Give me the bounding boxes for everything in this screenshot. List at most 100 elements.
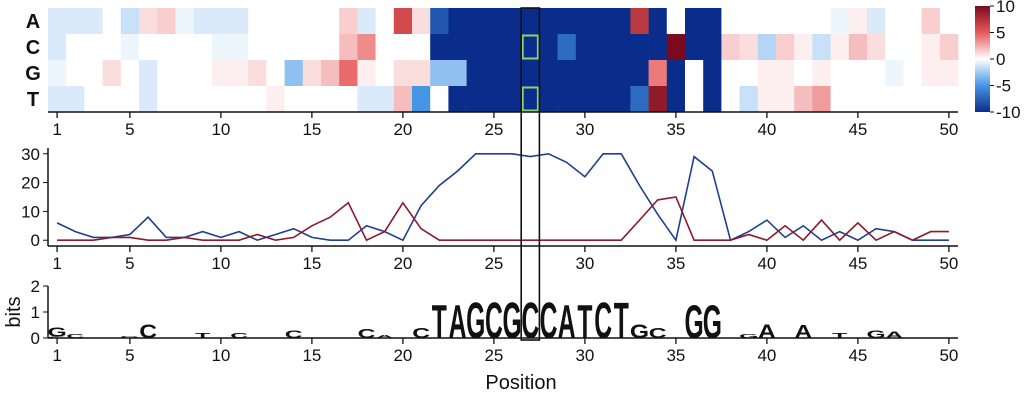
logo-letter: T	[832, 332, 847, 340]
y-tick-label: 0	[31, 231, 40, 250]
heatmap-cell	[539, 86, 558, 113]
heatmap-cell	[575, 34, 595, 61]
heatmap-cell	[776, 86, 795, 113]
heatmap-cell	[139, 60, 158, 87]
heatmap-cell	[266, 86, 285, 113]
heatmap-cell	[430, 86, 449, 113]
heatmap-cell	[557, 34, 577, 61]
heatmap-cell	[867, 34, 886, 61]
heatmap-cell	[66, 86, 85, 113]
heatmap-cell	[393, 34, 413, 61]
logo-letter: T	[195, 332, 210, 340]
heatmap-cell	[321, 86, 340, 113]
heatmap-cell	[721, 60, 740, 87]
heatmap-cell	[885, 8, 904, 35]
heatmap-cell	[794, 60, 813, 87]
logo-letter: A	[758, 320, 776, 342]
heatmap-cell	[612, 86, 631, 113]
heatmap-cell	[666, 8, 686, 35]
heatmap-cell	[175, 34, 194, 61]
heatmap-row-label: A	[26, 11, 40, 33]
heatmap-cell	[812, 60, 831, 87]
heatmap-cell	[230, 86, 249, 113]
heatmap-cell	[830, 34, 850, 61]
logo-y-axis-title: bits	[3, 296, 25, 327]
colorbar-tick-label: 5	[996, 24, 1005, 43]
heatmap-cell	[757, 8, 777, 35]
heatmap-cell	[175, 8, 194, 35]
heatmap-cell	[375, 60, 395, 87]
heatmap-cell	[848, 34, 868, 61]
y-tick-label: 20	[21, 174, 40, 193]
x-tick-label: 10	[211, 346, 230, 365]
x-tick-label: 1	[52, 254, 61, 273]
x-tick-label: 10	[211, 254, 230, 273]
x-tick-label: 1	[52, 120, 61, 139]
colorbar-tick-label: -10	[996, 103, 1021, 122]
logo-letter: G	[684, 295, 703, 348]
heatmap-cell	[612, 60, 631, 87]
logo-letter: A	[376, 334, 394, 339]
heatmap-cell	[557, 8, 577, 35]
heatmap-cell	[939, 86, 959, 113]
heatmap-cell	[539, 34, 558, 61]
heatmap-cell	[466, 8, 486, 35]
heatmap-cell	[594, 8, 613, 35]
x-tick-label: 10	[211, 120, 230, 139]
heatmap-cell	[430, 34, 449, 61]
heatmap-highlight-cell	[521, 86, 539, 112]
heatmap-cell	[648, 8, 668, 35]
colorbar: 10 5 0 -5 -10	[975, 0, 1021, 122]
logo-letter: C	[230, 332, 248, 340]
heatmap-cell	[302, 60, 322, 87]
heatmap-cell	[230, 8, 249, 35]
heatmap-cell	[248, 86, 267, 113]
logo-letter: C	[285, 329, 303, 341]
x-tick-label: 45	[848, 120, 867, 139]
x-tick-label: 25	[484, 254, 503, 273]
heatmap-cell	[211, 86, 231, 113]
heatmap-cell	[812, 86, 831, 113]
heatmap-cell	[66, 60, 85, 87]
heatmap-cell	[102, 86, 122, 113]
x-tick-label: 50	[939, 254, 958, 273]
heatmap-cell	[193, 60, 213, 87]
colorbar-tick-label: 10	[996, 0, 1015, 16]
heatmap-cell	[939, 60, 959, 87]
heatmap-row-label: G	[25, 63, 41, 85]
heatmap-cell	[248, 60, 267, 87]
heatmap-cell	[466, 86, 486, 113]
heatmap-cell	[521, 34, 540, 61]
heatmap-cell	[211, 8, 231, 35]
heatmap-cell	[557, 86, 577, 113]
heatmap-cell	[612, 8, 631, 35]
heatmap-cell	[521, 60, 540, 87]
logo-y-tick-label: 1	[31, 303, 40, 322]
heatmap-cell	[230, 34, 249, 61]
heatmap-cell	[120, 60, 140, 87]
heatmap-cell	[139, 8, 158, 35]
heatmap-cell	[903, 8, 922, 35]
heatmap-cell	[448, 60, 467, 87]
heatmap-cell	[594, 60, 613, 87]
heatmap-cell	[867, 60, 886, 87]
x-tick-label: 5	[125, 346, 134, 365]
heatmap-cell	[412, 34, 431, 61]
heatmap-cell	[612, 34, 631, 61]
heatmap-cell	[575, 86, 595, 113]
x-tick-label: 45	[848, 254, 867, 273]
heatmap-cell	[921, 86, 941, 113]
heatmap-cell	[448, 8, 467, 35]
colorbar-tick-label: 0	[996, 50, 1005, 69]
heatmap-cell	[84, 34, 103, 61]
x-tick-label: 45	[848, 346, 867, 365]
x-tick-label: 20	[393, 346, 412, 365]
heatmap-cell	[339, 8, 358, 35]
logo-letter: C	[358, 327, 376, 341]
logo-letter: C	[521, 294, 539, 350]
heatmap-cell	[120, 86, 140, 113]
heatmap-cell	[393, 60, 413, 87]
heatmap-cell	[630, 86, 649, 113]
heatmap-cell	[193, 8, 213, 35]
